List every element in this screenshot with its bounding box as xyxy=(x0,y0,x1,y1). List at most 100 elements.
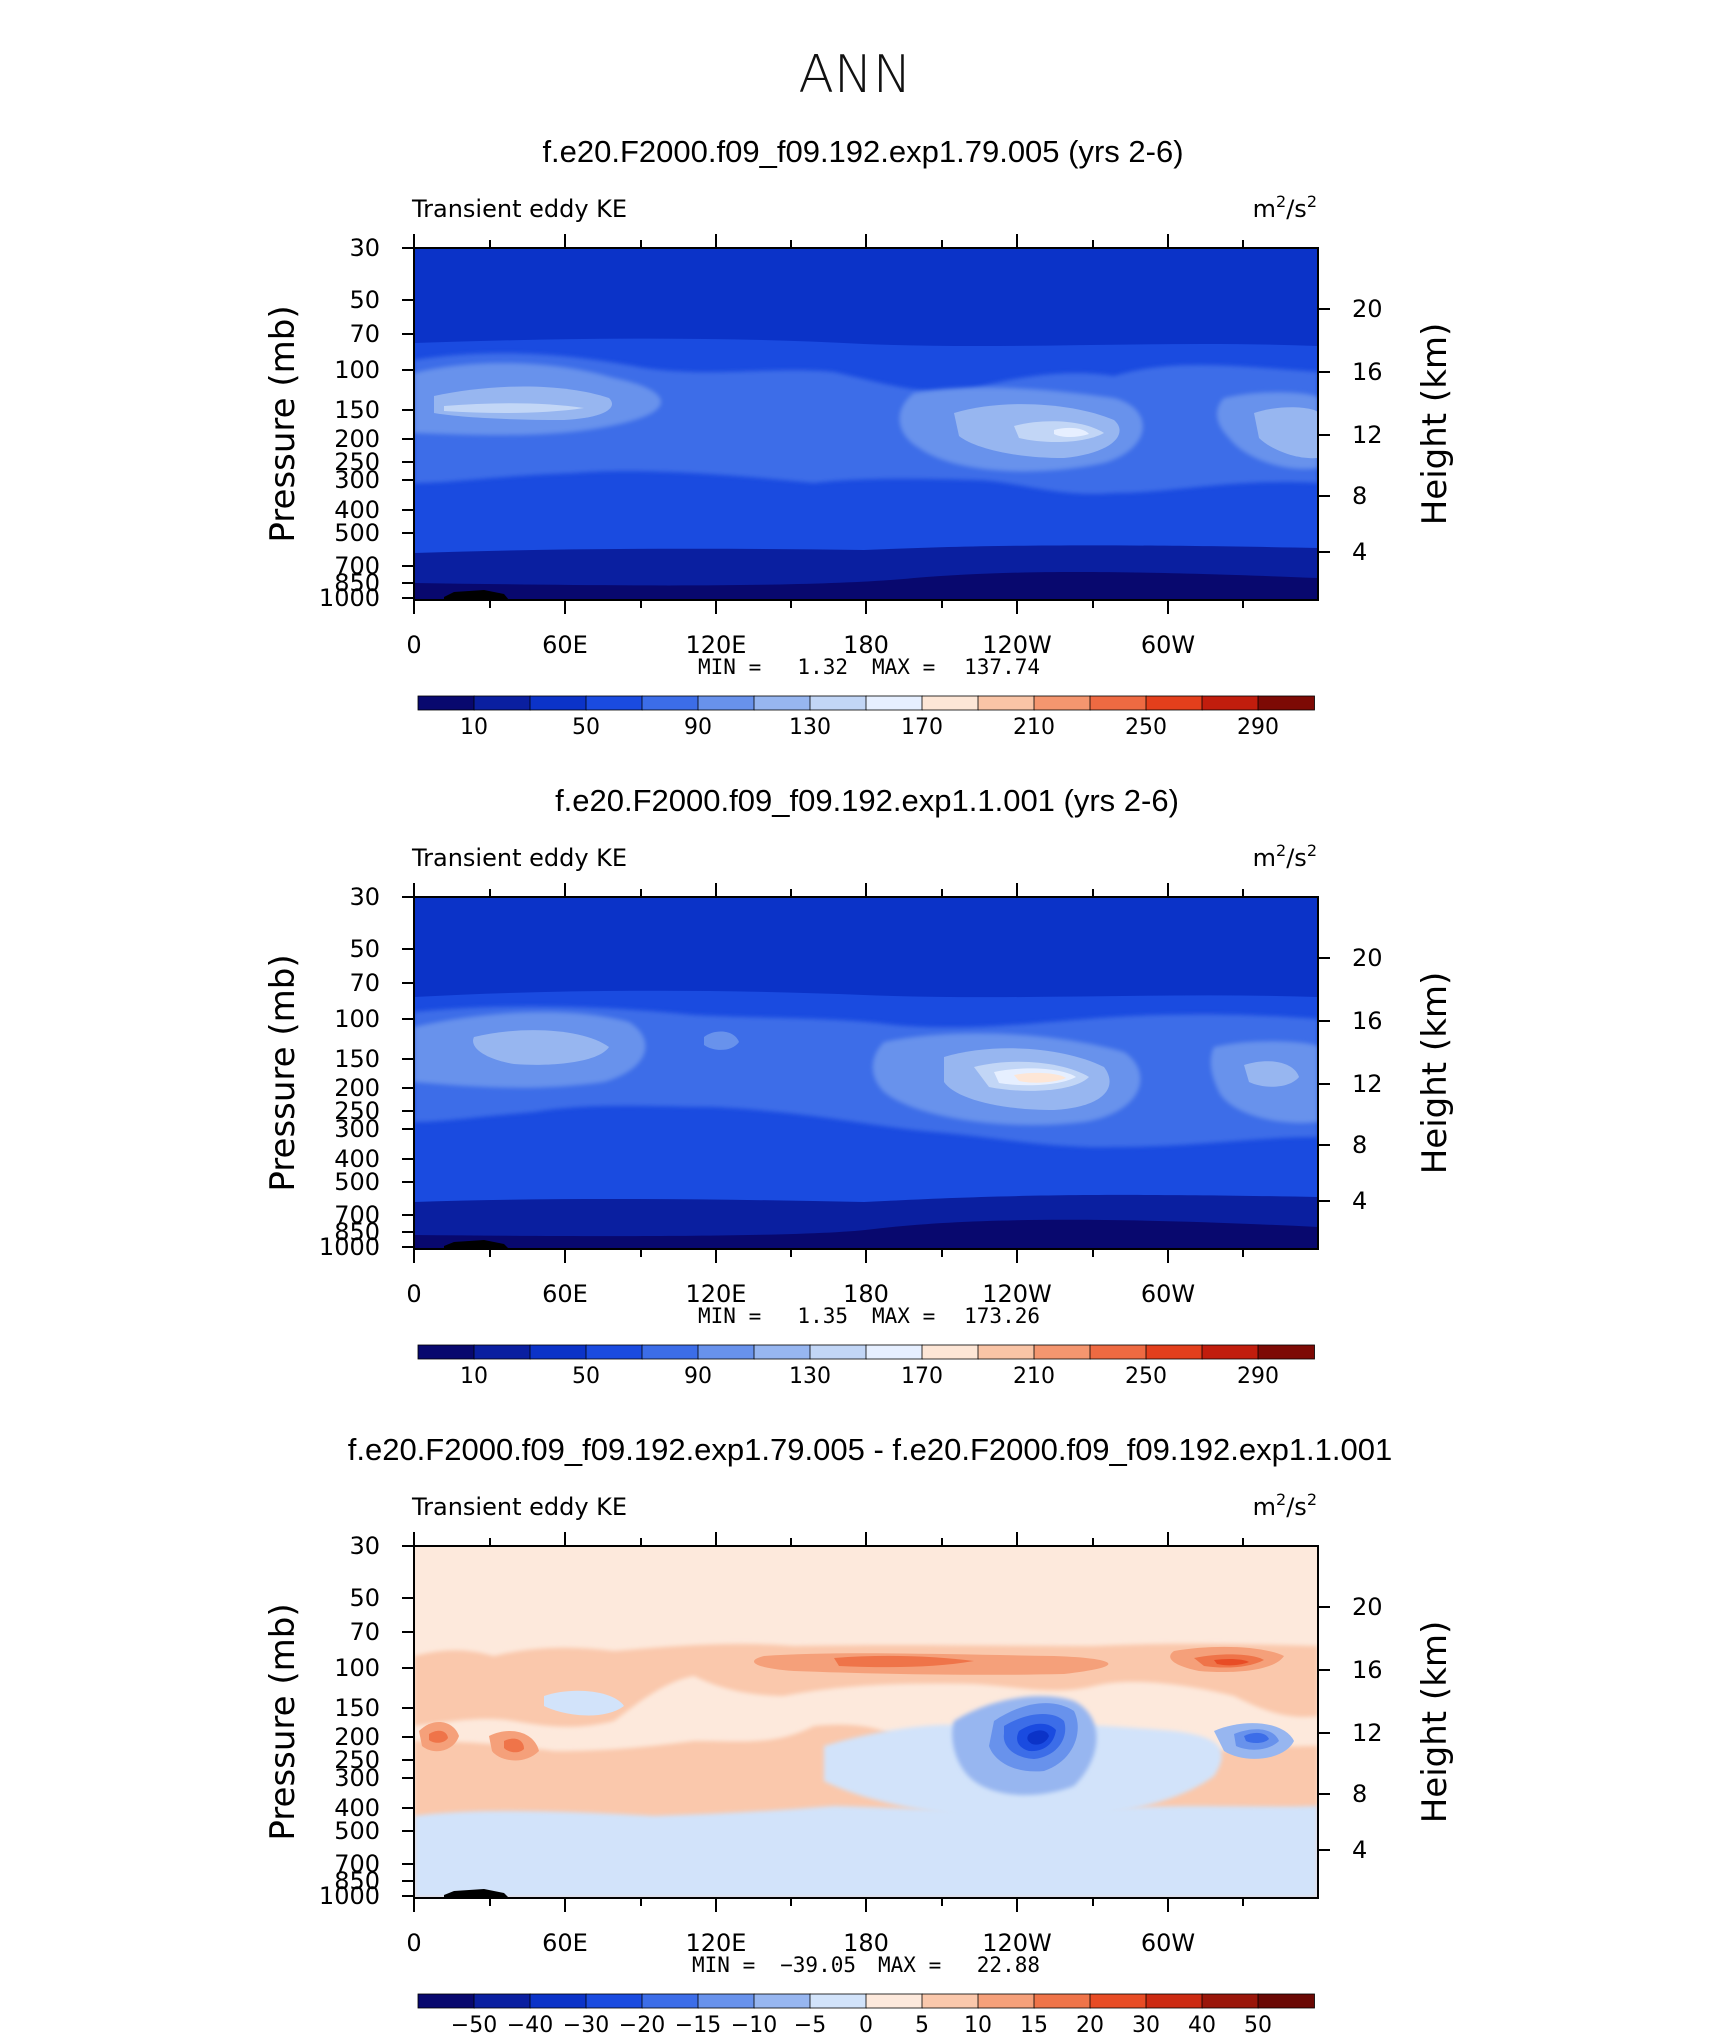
colorbar-label: 290 xyxy=(1237,1364,1279,1389)
colorbar-swatch xyxy=(585,1344,643,1360)
pressure-tick-label: 30 xyxy=(349,883,380,911)
pressure-tick-label: 300 xyxy=(334,1764,380,1792)
panel-1-terrain xyxy=(444,590,509,600)
panel-3-max-value: 22.88 xyxy=(977,1953,1040,1977)
panel-3-ylabel-right: Height (km) xyxy=(1415,1621,1455,1824)
pressure-tick-label: 250 xyxy=(334,1746,380,1774)
panel-1-min-label: MIN = xyxy=(698,655,761,679)
colorbar-label: −20 xyxy=(619,2013,665,2038)
colorbar-swatch xyxy=(641,1344,699,1360)
panel-3-terrain xyxy=(444,1889,509,1898)
colorbar-swatch xyxy=(1033,695,1091,711)
lon-tick-label: 60E xyxy=(542,1929,588,1957)
panel-3-ylabel-left: Pressure (mb) xyxy=(263,1603,303,1840)
height-tick-label: 8 xyxy=(1352,1780,1367,1808)
colorbar-swatch xyxy=(809,1344,867,1360)
pressure-tick-label: 850 xyxy=(334,1218,380,1246)
colorbar-swatch xyxy=(1089,1344,1147,1360)
colorbar-swatch xyxy=(529,695,587,711)
pressure-tick-label: 50 xyxy=(349,935,380,963)
colorbar-swatch xyxy=(1089,1993,1147,2009)
colorbar-swatch xyxy=(865,1344,923,1360)
height-tick-label: 20 xyxy=(1352,944,1383,972)
colorbar-label: −30 xyxy=(563,2013,609,2038)
lon-tick-label: 180 xyxy=(843,631,889,659)
panel-1-plot xyxy=(414,248,1318,600)
colorbar-label: 40 xyxy=(1188,2013,1216,2038)
colorbar-label: 50 xyxy=(572,715,600,740)
pressure-tick-label: 1000 xyxy=(319,1233,380,1261)
panel-2-max-value: 173.26 xyxy=(964,1304,1040,1328)
lon-tick-label: 180 xyxy=(843,1929,889,1957)
colorbar-swatch xyxy=(753,1993,811,2009)
pressure-tick-label: 500 xyxy=(334,1817,380,1845)
colorbar-swatch xyxy=(529,1993,587,2009)
pressure-tick-label: 400 xyxy=(334,496,380,524)
colorbar-label: 130 xyxy=(789,715,831,740)
panel-3-max-label: MAX = xyxy=(878,1953,941,1977)
pressure-tick-label: 100 xyxy=(334,1654,380,1682)
lon-tick-label: 0 xyxy=(406,1929,421,1957)
lon-tick-label: 120W xyxy=(982,1280,1052,1308)
colorbar-swatch xyxy=(473,695,531,711)
panel-1-min-value: 1.32 xyxy=(797,655,848,679)
lon-tick-label: 120E xyxy=(686,1280,747,1308)
colorbar-label: 170 xyxy=(901,715,943,740)
colorbar-label: −15 xyxy=(675,2013,721,2038)
pressure-tick-label: 70 xyxy=(349,969,380,997)
colorbar-label: 250 xyxy=(1125,715,1167,740)
panel-2-ylabel-left: Pressure (mb) xyxy=(263,954,303,1191)
pressure-tick-label: 150 xyxy=(334,1694,380,1722)
lon-tick-label: 120W xyxy=(982,1929,1052,1957)
panel-2-band xyxy=(1244,1061,1299,1087)
panel-2-min-label: MIN = xyxy=(698,1304,761,1328)
pressure-tick-label: 100 xyxy=(334,356,380,384)
height-tick-label: 4 xyxy=(1352,538,1367,566)
panel-2-band xyxy=(1014,1072,1066,1083)
colorbar-label: 90 xyxy=(684,1364,712,1389)
colorbar-label: 10 xyxy=(460,1364,488,1389)
panel-2-band xyxy=(704,1031,739,1050)
panel-3-band xyxy=(834,1655,974,1668)
panel-3-field-label: Transient eddy KE xyxy=(411,1493,627,1521)
panel-2-min-value: 1.35 xyxy=(797,1304,848,1328)
colorbar-swatch xyxy=(417,1993,475,2009)
colorbar-swatch xyxy=(473,1344,531,1360)
colorbar-label: 130 xyxy=(789,1364,831,1389)
colorbar-swatch xyxy=(1145,1993,1203,2009)
colorbar-swatch xyxy=(977,1344,1035,1360)
panel-2-title: f.e20.F2000.f09_f09.192.exp1.1.001 (yrs … xyxy=(555,783,1179,818)
pressure-tick-label: 850 xyxy=(334,1867,380,1895)
colorbar-label: 10 xyxy=(964,2013,992,2038)
pressure-tick-label: 250 xyxy=(334,448,380,476)
pressure-tick-label: 30 xyxy=(349,1532,380,1560)
panel-3-band xyxy=(429,1730,448,1743)
lon-tick-label: 60W xyxy=(1141,631,1195,659)
panel-1-max-label: MAX = xyxy=(872,655,935,679)
panel-1-field-label: Transient eddy KE xyxy=(411,195,627,223)
colorbar-label: 90 xyxy=(684,715,712,740)
colorbar-label: −10 xyxy=(731,2013,777,2038)
panel-1-ylabel-left: Pressure (mb) xyxy=(263,305,303,542)
colorbar-label: −40 xyxy=(507,2013,553,2038)
colorbar-swatch xyxy=(641,1993,699,2009)
height-tick-label: 20 xyxy=(1352,1593,1383,1621)
colorbar-swatch xyxy=(585,1993,643,2009)
colorbar-label: 5 xyxy=(915,2013,929,2038)
lon-tick-label: 60E xyxy=(542,1280,588,1308)
panel-2: f.e20.F2000.f09_f09.192.exp1.1.001 (yrs … xyxy=(263,783,1455,1389)
panel-2-plot xyxy=(414,897,1318,1249)
panel-2-field-label: Transient eddy KE xyxy=(411,844,627,872)
panel-3-plot xyxy=(414,1546,1318,1898)
lon-tick-label: 60E xyxy=(542,631,588,659)
colorbar-label: 20 xyxy=(1076,2013,1104,2038)
colorbar-swatch xyxy=(1145,695,1203,711)
lon-tick-label: 120W xyxy=(982,631,1052,659)
colorbar-swatch xyxy=(697,1993,755,2009)
colorbar-swatch xyxy=(1257,1993,1315,2009)
panel-1-max-value: 137.74 xyxy=(964,655,1040,679)
pressure-tick-label: 150 xyxy=(334,396,380,424)
pressure-tick-label: 500 xyxy=(334,1168,380,1196)
